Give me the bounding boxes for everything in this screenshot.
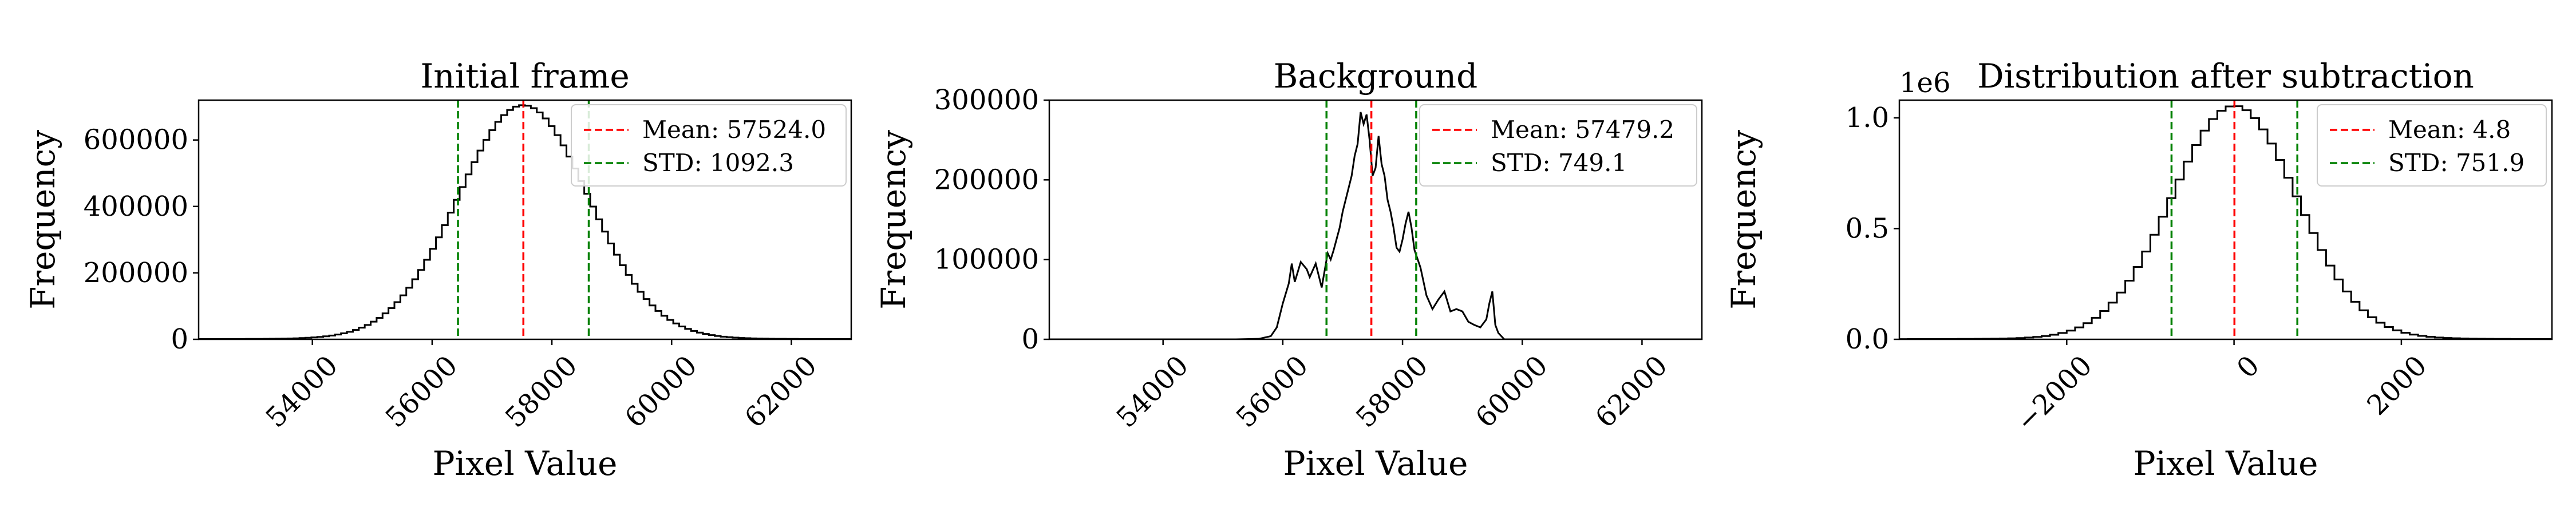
x-tick-label: 54000 — [1111, 350, 1195, 434]
y-axis-label: Frequency — [874, 130, 913, 310]
histogram-line — [199, 104, 851, 339]
chart-title: Background — [1274, 57, 1477, 96]
y-axis-label: Frequency — [1724, 130, 1763, 310]
x-tick-label: 58000 — [499, 350, 584, 434]
legend: Mean: 4.8 STD: 751.9 — [2317, 104, 2547, 187]
legend-box — [1419, 104, 1697, 187]
axes-frame — [1898, 99, 2553, 340]
x-tick-label: 0 — [2231, 350, 2266, 385]
x-tick-label: 60000 — [1469, 350, 1554, 434]
histogram-line — [1049, 112, 1702, 339]
legend-label: STD: 749.1 — [1491, 149, 1627, 177]
y-tick-label: 200000 — [84, 257, 188, 289]
x-tick-label: 54000 — [260, 350, 345, 434]
y-axis-label: Frequency — [23, 130, 62, 310]
y-tick-label: 0 — [1021, 323, 1039, 355]
chart-title: Initial frame — [420, 57, 629, 96]
y-tick-label: 1.0 — [1846, 102, 1889, 134]
x-axis-label: Pixel Value — [2134, 444, 2318, 483]
histogram-line — [1899, 105, 2552, 339]
x-tick-label: 58000 — [1350, 350, 1435, 434]
y-tick-label: 200000 — [934, 164, 1039, 196]
y-tick-label: 600000 — [84, 124, 188, 156]
legend: Mean: 57479.2 STD: 749.1 — [1419, 104, 1697, 187]
y-tick-label: 400000 — [84, 191, 188, 223]
x-axis-label: Pixel Value — [433, 444, 618, 483]
legend-box — [2317, 104, 2547, 187]
legend-label: Mean: 57524.0 — [642, 116, 826, 144]
chart-panel-3: 0.0 0.5 1.0 −2000 0 2000 1e6 Distribution after… — [1724, 57, 2553, 483]
x-tick-label: 56000 — [380, 350, 464, 434]
x-tick-label: −2000 — [2010, 350, 2098, 438]
y-offset-label: 1e6 — [1899, 67, 1950, 99]
legend-box — [571, 104, 847, 187]
legend: Mean: 57524.0 STD: 1092.3 — [571, 104, 847, 187]
y-tick-label: 300000 — [934, 84, 1039, 116]
x-axis-label: Pixel Value — [1283, 444, 1468, 483]
chart-panel-2: 0 100000 200000 300000 54000 56000 58000 60000 6… — [874, 57, 1703, 483]
x-tick-label: 60000 — [619, 350, 704, 434]
y-tick-label: 100000 — [934, 244, 1039, 276]
y-tick-label: 0 — [171, 323, 188, 355]
x-tick-label: 62000 — [1589, 350, 1674, 434]
chart-title: Distribution after subtraction — [1977, 57, 2474, 96]
y-tick-label: 0.5 — [1846, 212, 1889, 244]
legend-label: STD: 1092.3 — [642, 149, 794, 177]
x-tick-label: 62000 — [738, 350, 823, 434]
legend-label: STD: 751.9 — [2388, 149, 2524, 177]
y-tick-label: 0.0 — [1846, 323, 1889, 355]
legend-label: Mean: 57479.2 — [1491, 116, 1674, 144]
x-tick-label: 56000 — [1230, 350, 1315, 434]
axes-frame — [197, 99, 852, 340]
axes-frame — [1048, 99, 1703, 340]
legend-label: Mean: 4.8 — [2388, 116, 2511, 144]
x-tick-label: 2000 — [2361, 350, 2433, 422]
chart-panel-1: 0 200000 400000 600000 54000 56000 58000 60000 6… — [23, 57, 852, 483]
